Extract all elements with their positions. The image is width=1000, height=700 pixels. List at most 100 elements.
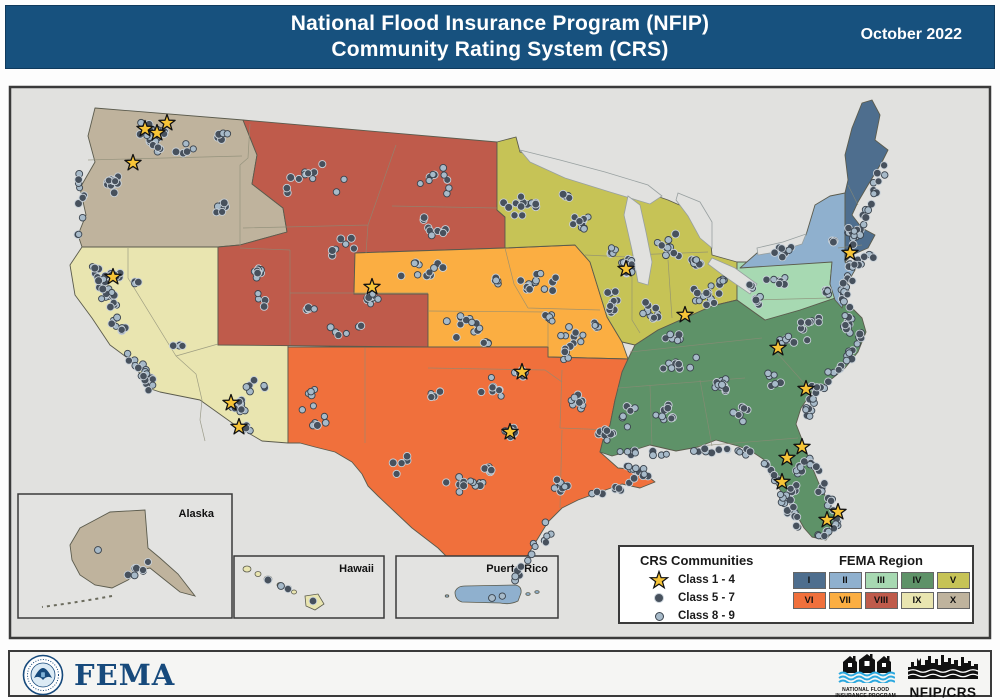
crs-community-dot: [853, 340, 861, 348]
crs-community-dot: [745, 447, 755, 456]
great-lakes: [518, 149, 807, 295]
crs-community-dot: [309, 402, 317, 410]
crs-community-dot: [771, 380, 779, 388]
crs-community-dot: [770, 248, 779, 257]
crs-community-dot: [575, 217, 584, 226]
crs-community-dot: [479, 338, 488, 347]
crs-community-dot: [254, 290, 262, 298]
fema-region-swatch-VI: VI: [792, 592, 826, 609]
crs-community-dot: [760, 459, 768, 468]
crs-community-dot: [591, 321, 599, 329]
crs-community-dot: [551, 273, 560, 282]
crs-community-dot: [838, 278, 848, 288]
crs-community-dot: [629, 473, 639, 483]
crs-community-dot: [855, 329, 865, 339]
crs-community-dot: [606, 301, 615, 311]
crs-community-dot: [349, 244, 358, 253]
crs-community-dot: [560, 347, 570, 357]
crs-community-dot: [253, 268, 262, 278]
crs-community-dot: [770, 371, 778, 379]
crs-community-dot: [802, 406, 810, 414]
crs-community-dot: [864, 206, 873, 214]
crs-community-dot: [824, 368, 832, 376]
crs-community-dot: [736, 448, 744, 456]
crs-class1-4-star: [797, 379, 815, 397]
crs-class1-4-star: [158, 113, 176, 131]
crs-community-dot: [548, 286, 557, 295]
crs-community-dot: [516, 276, 525, 285]
crs-community-dot: [803, 336, 812, 345]
crs-community-dot: [374, 295, 382, 303]
crs-community-dot: [149, 381, 157, 389]
fema-region-swatches: I II III IV V VI VII VIII IX X: [790, 572, 972, 609]
crs-community-dot: [74, 199, 83, 208]
crs-community-dot: [488, 383, 497, 392]
crs-community-dot: [739, 417, 747, 426]
crs-community-dot: [695, 297, 703, 305]
crs-community-dots: [73, 118, 889, 606]
nfip-logo: NATIONAL FLOOD INSURANCE PROGRAM: [835, 653, 896, 699]
lake-michigan: [623, 195, 653, 286]
crs-community-dot: [845, 302, 855, 312]
crs-community-dot: [419, 213, 429, 222]
fema-legend-title: FEMA Region: [838, 553, 923, 568]
crs-community-dot: [455, 473, 463, 481]
crs-community-dot: [260, 381, 268, 390]
crs-community-dot: [719, 277, 727, 285]
crs-community-dot: [859, 252, 869, 262]
crs-community-dot: [107, 319, 116, 328]
crs-community-dot: [861, 213, 871, 222]
crs-community-dot: [435, 387, 445, 396]
crs-community-dot: [477, 387, 486, 397]
crs-community-dot: [850, 260, 859, 269]
alaska-label: Alaska: [179, 508, 215, 520]
crs-community-dot: [842, 356, 851, 365]
crs-community-dot: [579, 331, 587, 339]
crs-community-dot: [98, 284, 108, 294]
crs-community-dot: [342, 240, 350, 248]
crs-community-dot: [834, 365, 843, 374]
crs-community-dot: [564, 354, 572, 362]
crs-community-dot: [745, 280, 754, 289]
crs-community-dot: [518, 211, 527, 220]
lake-superior: [518, 149, 663, 205]
crs-community-dot: [845, 349, 854, 357]
crs-community-dot: [751, 295, 761, 305]
crs-community-dot: [510, 211, 519, 220]
crs-community-dot: [580, 224, 588, 233]
page-title: National Flood Insurance Program (NFIP) …: [6, 11, 994, 63]
fema-brand: FEMA: [22, 654, 175, 696]
crs-community-dot: [219, 198, 229, 208]
crs-community-dot: [283, 584, 293, 594]
crs-community-dot: [487, 465, 496, 475]
fema-region-swatch-X: X: [936, 592, 970, 609]
crs-class1-4-star: [230, 417, 248, 435]
crs-community-dot: [667, 414, 676, 423]
crs-community-dot: [839, 297, 848, 306]
aleutian-islands: [41, 595, 113, 608]
crs-community-dot: [524, 556, 532, 565]
crs-community-dot: [263, 575, 273, 585]
crs-community-dot: [616, 448, 624, 456]
header-bar: National Flood Insurance Program (NFIP) …: [5, 5, 995, 69]
puerto-rico-shape: [444, 584, 540, 605]
crs-community-dot: [397, 459, 406, 468]
crs-community-dot: [561, 483, 569, 491]
fema-region-swatch-IV: IV: [900, 572, 934, 589]
crs-class1-4-star: [773, 472, 791, 490]
crs-class1-4-star: [222, 393, 240, 411]
crs-community-dot: [734, 410, 743, 419]
fema-region-swatch-VIII: VIII: [864, 592, 898, 609]
alaska-inset: Alaska: [17, 493, 233, 619]
crs-community-dot: [282, 183, 292, 193]
legend-row-class8-9: Class 8 - 9: [646, 607, 790, 625]
crs-community-dot: [327, 246, 337, 255]
crs-community-dot: [739, 404, 749, 413]
light-dot-icon: [646, 611, 672, 621]
crs-community-dot: [824, 377, 833, 386]
crs-community-dot: [626, 406, 635, 415]
crs-community-dot: [138, 565, 148, 575]
nfip-logo-text-2: INSURANCE PROGRAM: [835, 692, 896, 699]
crs-class1-4-stars: [104, 113, 859, 528]
crs-community-dot: [153, 143, 163, 152]
